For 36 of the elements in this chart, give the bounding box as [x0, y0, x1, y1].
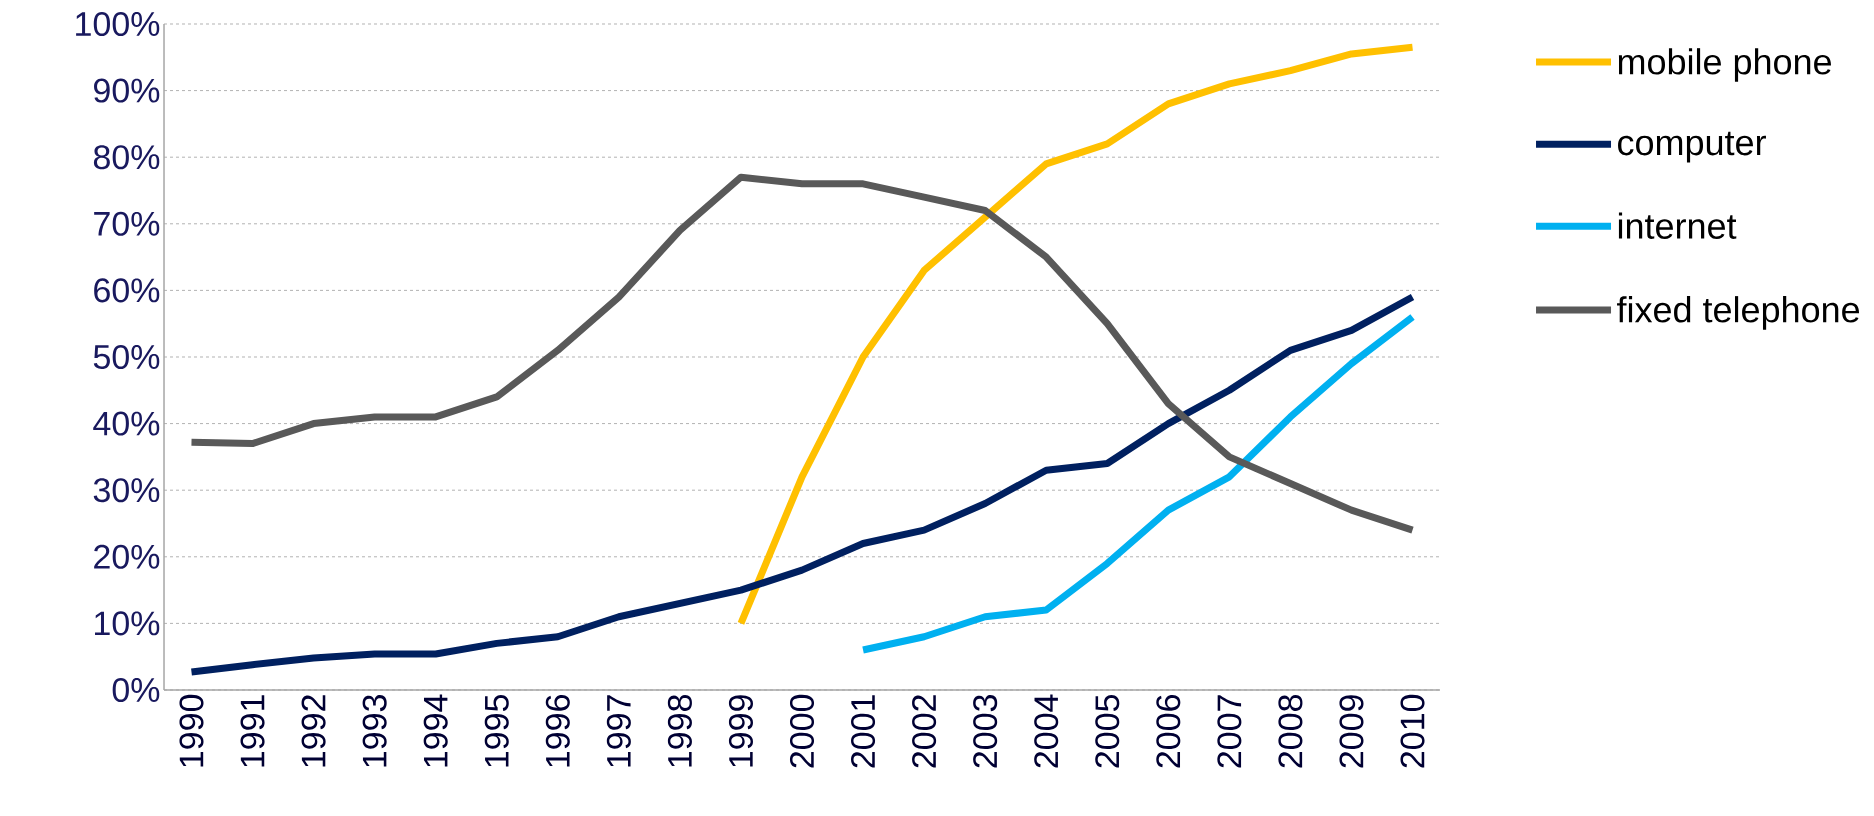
x-tick-label: 1995 [484, 694, 509, 767]
x-tick-label: 2001 [851, 695, 876, 768]
x-tick-label: 2000 [789, 694, 815, 768]
x-tick-label: 1991 [240, 695, 265, 767]
x-tick-label: 2003 [973, 695, 998, 768]
y-tick-label: 60% [94, 278, 160, 303]
x-tick-label: 1992 [301, 695, 326, 767]
x-tick-label: 1996 [545, 695, 570, 767]
x-tick-label: 1993 [362, 695, 387, 767]
x-tick-label: 2007 [1217, 695, 1242, 768]
x-tick-label: 2005 [1095, 694, 1120, 768]
y-tick-label: 0% [112, 677, 160, 703]
x-tick-label: 1999 [728, 695, 753, 767]
y-tick-label: 10% [95, 611, 160, 636]
x-tick-label: 1997 [606, 695, 631, 767]
legend-label: computer [1618, 131, 1766, 163]
legend-label: internet [1618, 212, 1737, 239]
x-tick-label: 2008 [1278, 695, 1303, 768]
y-tick-label: 20% [94, 544, 160, 569]
y-tick-label: 50% [93, 344, 160, 370]
y-tick-label: 100% [76, 11, 160, 37]
y-tick-label: 30% [93, 478, 160, 503]
x-tick-label: 1998 [667, 695, 692, 767]
legend-label: fixed telephone [1617, 296, 1860, 330]
y-tick-label: 40% [93, 411, 160, 436]
y-tick-label: 70% [94, 211, 160, 236]
x-tick-label: 2010 [1400, 694, 1425, 768]
y-tick-label: 90% [94, 78, 160, 103]
x-tick-label: 2006 [1156, 695, 1181, 768]
x-tick-label: 2009 [1339, 695, 1364, 768]
legend-label: mobile phone [1618, 48, 1831, 82]
x-tick-label: 1990 [179, 694, 204, 767]
y-tick-label: 80% [93, 145, 160, 170]
x-tick-label: 2002 [912, 695, 937, 768]
x-tick-label: 2004 [1034, 694, 1059, 768]
x-tick-label: 1994 [423, 694, 448, 767]
